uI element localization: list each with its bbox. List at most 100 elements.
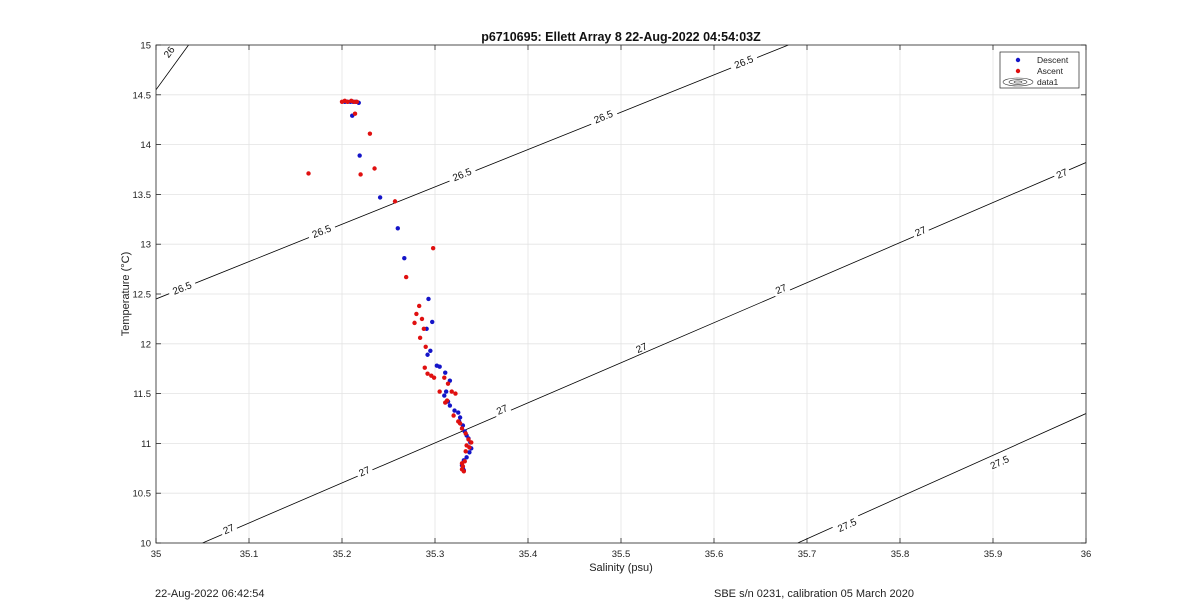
descent-point — [442, 393, 447, 398]
ascent-point — [354, 99, 360, 104]
ascent-point — [422, 365, 427, 370]
descent-point — [457, 415, 463, 420]
descent-point — [425, 352, 430, 357]
y-tick-label: 13.5 — [133, 190, 152, 201]
ascent-point — [431, 375, 437, 380]
y-tick-label: 11 — [141, 439, 151, 450]
y-tick-label: 14 — [140, 140, 151, 151]
contour-label-bg — [218, 520, 238, 537]
contour-label-bg — [728, 51, 759, 72]
y-tick-label: 11.5 — [133, 389, 151, 400]
ascent-point — [437, 389, 442, 394]
contour-label-text: 27 — [914, 225, 929, 240]
ascent-point — [403, 274, 409, 280]
descent-point — [456, 410, 461, 415]
legend-descent-label: Descent — [1037, 55, 1069, 65]
x-tick-label: 35.9 — [984, 549, 1003, 560]
descent-point — [443, 370, 448, 375]
descent-point — [395, 226, 400, 231]
y-axis-label: Temperature (°C) — [120, 252, 132, 336]
footer-calibration: SBE s/n 0231, calibration 05 March 2020 — [714, 588, 914, 600]
contour-label: 27 — [218, 520, 238, 538]
descent-point — [437, 364, 442, 369]
contour-label: 27 — [1052, 164, 1072, 182]
x-axis-ticks: 35 35.1 35.2 35.3 35.4 35.5 35.6 35.7 35.8 35.9 36 — [151, 45, 1092, 560]
x-tick-label: 35.8 — [891, 549, 910, 560]
ascent-point — [445, 381, 451, 386]
contour-label-bg — [831, 513, 862, 536]
contour-label: 27 — [910, 222, 930, 240]
contour-label-bg — [492, 400, 512, 418]
y-tick-label: 12 — [140, 339, 151, 350]
x-tick-label: 35.2 — [333, 549, 352, 560]
descent-point — [402, 255, 407, 261]
ascent-point — [358, 172, 363, 177]
contour-label-bg — [354, 462, 374, 480]
ascent-point — [451, 413, 456, 418]
contour-label-text: 27 — [774, 283, 789, 298]
ascent-point — [367, 131, 373, 136]
legend-box — [999, 51, 1080, 89]
ascent-point — [467, 445, 472, 450]
ascent-point — [352, 111, 358, 116]
contour-label-bg — [159, 41, 178, 62]
y-tick-label: 14.5 — [133, 90, 152, 101]
ascent-point — [463, 449, 468, 454]
contour-label-bg — [588, 105, 619, 127]
ascent-point — [430, 245, 436, 251]
legend-contour-label: data1 — [1037, 77, 1059, 87]
x-tick-label: 35.4 — [519, 549, 538, 560]
ascent-point — [423, 344, 428, 349]
contour-label: 27 — [492, 400, 512, 418]
legend-ascent-label: Ascent — [1037, 66, 1064, 76]
descent-point — [428, 348, 433, 353]
ascent-point — [444, 398, 450, 403]
contour-label-bg — [446, 163, 477, 185]
descent-point — [447, 403, 453, 408]
x-tick-label: 35 — [151, 549, 162, 560]
x-tick-label: 35.3 — [426, 549, 445, 560]
contour-label: 27 — [354, 462, 374, 480]
ascent-point — [461, 469, 467, 474]
x-axis-label: Salinity (psu) — [589, 562, 653, 574]
y-axis-ticks: 10 10.5 11 11.5 12 12.5 13 13.5 14 14.5 15 — [133, 41, 1086, 550]
footer-timestamp: 22-Aug-2022 06:42:54 — [155, 588, 265, 600]
contour-label: 26 — [159, 41, 178, 62]
contour-label-bg — [166, 277, 197, 298]
ascent-point — [412, 320, 417, 326]
y-tick-label: 13 — [140, 240, 151, 251]
ascent-point — [466, 437, 471, 442]
ascent-point — [421, 326, 427, 332]
ascent-point — [459, 426, 465, 431]
contour-icon — [1002, 77, 1034, 87]
contour-label-text: 27 — [222, 523, 237, 538]
ascent-point — [345, 99, 350, 104]
ascent-point — [414, 311, 419, 317]
ascent-point — [419, 316, 425, 322]
contour-label: 27 — [771, 280, 791, 298]
x-tick-label: 35.5 — [612, 549, 631, 560]
descent-point — [377, 195, 383, 200]
descent-point — [357, 153, 362, 158]
ascent-point — [372, 166, 377, 171]
ascent-point — [453, 391, 458, 396]
contour-line-27 — [202, 162, 1086, 543]
descent-point — [452, 408, 457, 413]
x-tick-label: 36 — [1081, 549, 1092, 560]
ascent-point — [442, 375, 447, 380]
contour-label-text: 27 — [635, 341, 650, 356]
ascent-point — [463, 431, 468, 436]
x-tick-label: 35.7 — [798, 549, 817, 560]
contour-label-text: 27 — [495, 403, 510, 418]
contour-label-text: 27 — [357, 465, 372, 480]
ascent-point — [425, 371, 430, 376]
ascent-point — [416, 303, 422, 309]
contour-label-bg — [771, 280, 791, 297]
contour-label-bg — [910, 222, 930, 240]
descent-point — [426, 296, 431, 302]
ascent-point — [469, 440, 474, 445]
contour-label-bg — [306, 220, 337, 242]
ascent-point — [306, 171, 311, 176]
legend-descent-marker — [1015, 57, 1021, 63]
